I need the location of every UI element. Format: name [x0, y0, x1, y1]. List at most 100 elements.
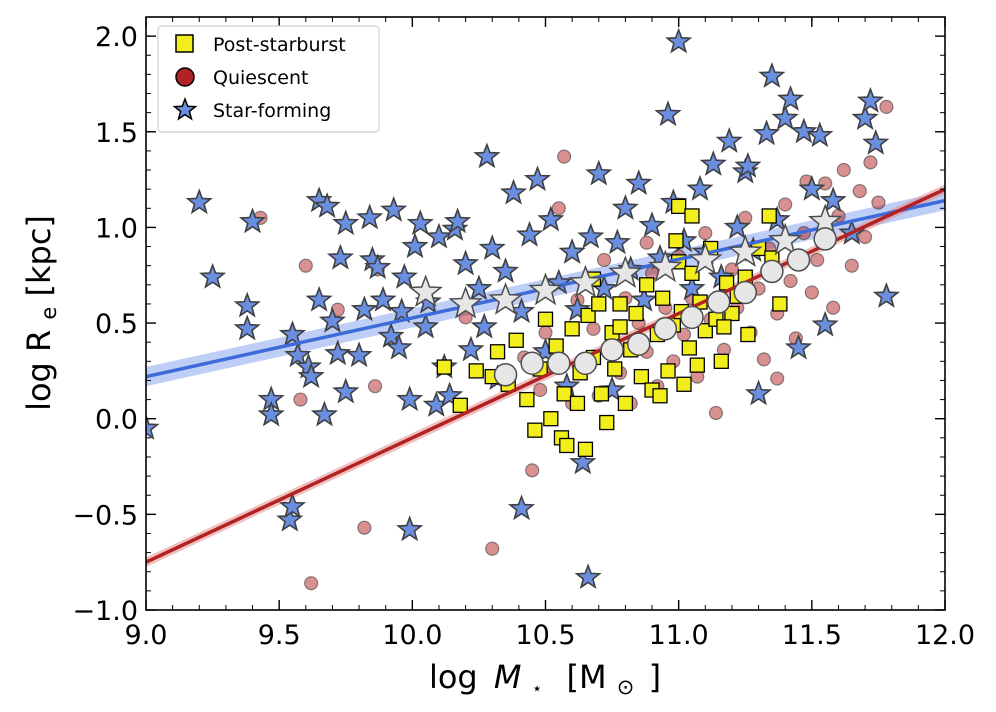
- post-starburst-point: [607, 361, 623, 377]
- star-forming-point: [491, 257, 520, 283]
- star-forming-point: [723, 213, 751, 239]
- quiescent-median-point: [547, 351, 571, 375]
- post-starburst-point: [655, 290, 671, 306]
- star-forming-point: [507, 494, 536, 521]
- quiescent-point: [783, 273, 798, 289]
- star-forming-point: [452, 249, 480, 276]
- quiescent-point: [538, 325, 553, 340]
- star-forming-median-point: [488, 281, 523, 315]
- post-starburst-point: [772, 296, 788, 312]
- star-forming-point: [457, 335, 485, 362]
- legend: Post-starburst Quiescent Star-forming: [157, 25, 380, 133]
- quiescent-median-point: [706, 290, 731, 314]
- quiescent-point: [596, 252, 612, 268]
- legend-label-quiescent: Quiescent: [213, 67, 309, 89]
- y-axis-title-suffix: [kpc]: [20, 215, 58, 296]
- quiescent-point: [756, 352, 771, 367]
- quiescent-point: [367, 379, 383, 394]
- star-forming-point: [758, 62, 786, 88]
- star-forming-point: [478, 234, 506, 261]
- legend-marker-post-starburst: [175, 34, 194, 53]
- star-forming-point: [233, 291, 261, 318]
- y-tick-label: 1.0: [95, 213, 138, 244]
- star-forming-point: [577, 222, 605, 249]
- post-starburst-point: [612, 319, 628, 335]
- quiescent-point: [836, 162, 851, 178]
- star-forming-point: [385, 333, 413, 360]
- star-forming-median-point: [688, 241, 723, 275]
- star-forming-point: [744, 379, 773, 406]
- y-axis-title-prefix: log R: [20, 330, 58, 411]
- x-tick-label: 11.0: [649, 620, 709, 651]
- star-forming-point: [734, 151, 762, 178]
- star-forming-point: [499, 178, 528, 205]
- star-forming-point: [324, 339, 352, 366]
- quiescent-median-point: [760, 259, 784, 284]
- star-forming-point: [444, 207, 472, 234]
- star-forming-point: [310, 400, 339, 427]
- star-forming-point: [715, 127, 743, 153]
- star-forming-point: [345, 341, 373, 368]
- star-forming-point: [473, 142, 501, 169]
- star-forming-median-point: [608, 255, 643, 289]
- star-forming-point: [790, 117, 818, 144]
- post-starburst-point: [689, 357, 705, 373]
- star-forming-point: [625, 169, 653, 195]
- x-tick-label: 11.5: [782, 620, 842, 651]
- y-tick-label: 0.5: [95, 309, 138, 340]
- fit-line-1: [146, 187, 945, 564]
- star-forming-point: [603, 228, 631, 255]
- star-forming-point: [380, 195, 408, 222]
- x-axis-title: log M ⋆ [M ⊙ ]: [429, 658, 661, 702]
- quiescent-point: [708, 405, 724, 421]
- quiescent-point: [639, 235, 654, 250]
- quiescent-point: [586, 321, 601, 336]
- star-forming-point: [686, 174, 714, 201]
- post-starburst-point: [671, 198, 687, 215]
- legend-marker-quiescent: [175, 67, 195, 87]
- y-axis-title-sub: e: [37, 307, 61, 320]
- post-starburst-point: [684, 265, 700, 281]
- star-forming-point: [198, 262, 227, 289]
- quiescent-point: [698, 226, 713, 241]
- x-axis-title-symbol: M: [494, 658, 522, 696]
- quiescent-median-point: [733, 280, 757, 305]
- star-forming-point: [537, 205, 565, 232]
- quiescent-point: [485, 541, 500, 556]
- star-forming-point: [305, 285, 333, 312]
- quiescent-median-point: [493, 362, 518, 387]
- quiescent-median-point: [680, 305, 704, 330]
- x-tick-label: 9.0: [125, 620, 168, 651]
- star-forming-point: [851, 104, 879, 130]
- quiescent-point: [844, 258, 859, 273]
- post-starburst-point: [639, 277, 655, 293]
- post-starburst-point: [761, 208, 777, 224]
- star-forming-point: [238, 207, 267, 234]
- star-forming-point: [396, 385, 424, 412]
- post-starburst-point: [716, 319, 732, 335]
- quiescent-point: [879, 99, 894, 115]
- legend-label-post-starburst: Post-starburst: [213, 34, 346, 56]
- post-starburst-point: [508, 332, 524, 348]
- post-starburst-point: [599, 414, 615, 431]
- star-forming-point: [523, 165, 552, 192]
- star-forming-point: [396, 515, 424, 542]
- star-forming-point: [638, 211, 666, 238]
- x-tick-label: 10.0: [382, 620, 442, 651]
- post-starburst-point: [668, 233, 684, 249]
- star-forming-point: [257, 400, 285, 427]
- quiescent-point: [857, 229, 873, 245]
- post-starburst-point: [591, 296, 607, 312]
- star-forming-point: [390, 262, 418, 289]
- star-forming-point: [326, 243, 355, 270]
- post-starburst-point: [580, 307, 596, 324]
- post-starburst-point: [697, 323, 713, 339]
- post-starburst-point: [543, 411, 559, 427]
- post-starburst-point: [564, 321, 580, 337]
- post-starburst-point: [452, 397, 468, 413]
- star-forming-point: [771, 104, 799, 130]
- quiescent-point: [533, 382, 548, 398]
- star-forming-point: [465, 274, 493, 301]
- post-starburst-point: [652, 388, 668, 404]
- post-starburst-point: [468, 363, 484, 379]
